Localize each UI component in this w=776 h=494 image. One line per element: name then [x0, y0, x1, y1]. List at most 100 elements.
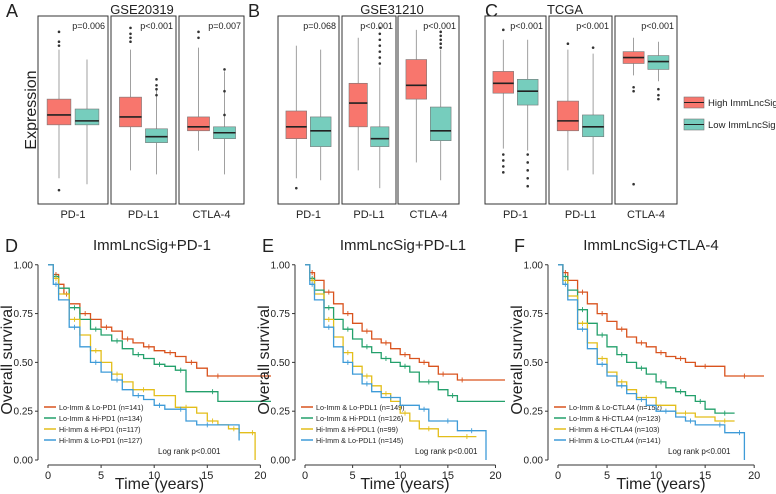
outlier-point — [566, 42, 570, 46]
y-tick-label: 0.75 — [271, 309, 291, 320]
x-axis-label: Time (years) — [115, 476, 204, 493]
outlier-point — [223, 68, 226, 71]
outlier-point — [526, 169, 529, 172]
outlier-point — [223, 113, 226, 117]
panel-letter: F — [514, 236, 525, 256]
km-legend-label: Hi-Imm & Lo-PDL1 (n=145) — [316, 436, 403, 445]
category-label: CTLA-4 — [193, 209, 231, 221]
km-legend-label: Hi-Imm & Hi-PDL1 (n=99) — [316, 425, 398, 434]
box-iqr — [187, 116, 210, 132]
outlier-point — [526, 153, 529, 156]
category-label: PD-L1 — [565, 209, 596, 221]
box-high — [285, 45, 307, 190]
boxplot-panel-b: B GSE31210 PD-1 p=0.068 PD-L1 p<0.001 CTLA-4 p<… — [248, 1, 460, 221]
log-rank-annotation: Log rank p<0.001 — [415, 447, 478, 456]
survival-curve-red — [305, 264, 505, 381]
p-value: p<0.001 — [360, 21, 393, 31]
km-legend-label: Lo-Imm & Hi-PD1 (n=134) — [59, 414, 142, 423]
box-high — [492, 28, 514, 174]
outlier-point — [591, 46, 595, 49]
panel-title: ImmLncSig+CTLA-4 — [583, 237, 718, 254]
x-tick-label: 0 — [302, 470, 308, 482]
box-high — [556, 42, 579, 171]
km-legend-label: Hi-Imm & Hi-CTLA4 (n=103) — [569, 425, 659, 434]
outlier-point — [129, 26, 132, 30]
x-tick-label: 5 — [98, 470, 104, 482]
y-tick-label: 0.25 — [14, 407, 34, 418]
outlier-point — [657, 97, 660, 101]
y-tick-label: 0.25 — [524, 407, 544, 418]
x-axis-label: Time (years) — [360, 476, 449, 493]
outlier-point — [526, 176, 529, 180]
p-value: p<0.001 — [576, 21, 609, 31]
y-tick-label: 1.00 — [14, 260, 34, 271]
km-panel-d: D ImmLncSig+PD-1 Overall survival Time (yea… — [0, 236, 271, 493]
km-legend-label: Lo-Imm & Lo-CTLA4 (n=152) — [569, 403, 662, 412]
outlier-point — [502, 171, 505, 174]
x-tick-label: 20 — [489, 470, 501, 482]
box-high — [119, 26, 142, 171]
y-tick-label: 0.00 — [524, 456, 544, 467]
outlier-point — [378, 38, 382, 42]
legend-label-high: High ImmLncSig — [708, 98, 776, 109]
boxplot-panel-c: C TCGAPD-1p<0.001PD-L1p<0.001CTLA-4p<0.00… — [484, 1, 678, 221]
log-rank-annotation: Log rank p<0.001 — [668, 447, 731, 456]
box-high — [348, 37, 368, 171]
x-tick-label: 15 — [699, 470, 711, 482]
box-iqr — [285, 110, 307, 139]
panel-letter: A — [6, 1, 18, 21]
survival-curve-blue — [305, 264, 487, 460]
y-tick-label: 0.00 — [271, 456, 291, 467]
x-tick-label: 5 — [350, 470, 356, 482]
outlier-point — [657, 93, 660, 97]
survival-curve-green — [558, 264, 735, 414]
category-label: PD-1 — [60, 209, 85, 221]
category-label: CTLA-4 — [410, 209, 448, 221]
panel-letter: E — [262, 236, 274, 256]
outlier-point — [57, 30, 61, 34]
outlier-point — [378, 62, 382, 65]
y-tick-label: 0.00 — [14, 456, 34, 467]
outlier-point — [502, 165, 505, 168]
panel-title: GSE20319 — [110, 2, 174, 17]
y-tick-label: 1.00 — [524, 260, 544, 271]
outlier-point — [632, 85, 635, 89]
outlier-point — [502, 153, 505, 156]
outlier-point — [378, 32, 382, 36]
p-value: p<0.001 — [423, 21, 456, 31]
x-tick-label: 20 — [748, 470, 760, 482]
panel-letter: D — [5, 236, 18, 256]
y-tick-label: 0.75 — [14, 309, 34, 320]
p-value: p=0.007 — [208, 21, 241, 31]
outlier-point — [57, 44, 61, 47]
box-low — [213, 68, 236, 175]
outlier-point — [378, 50, 382, 53]
subpanel-frame — [614, 15, 678, 205]
box-low — [145, 78, 168, 175]
y-tick-label: 0.25 — [271, 407, 291, 418]
subpanel-frame — [484, 15, 547, 205]
box-iqr — [46, 98, 72, 126]
survival-curve-blue — [48, 264, 240, 441]
box-iqr — [582, 114, 605, 138]
km-legend-label: Lo-Imm & Lo-PD1 (n=141) — [59, 403, 144, 412]
box-high — [622, 37, 645, 186]
subpanel-frame — [277, 15, 340, 205]
outlier-point — [155, 87, 158, 91]
outlier-point — [129, 40, 132, 44]
outlier-point — [129, 36, 132, 40]
box-legend: High ImmLncSig Low ImmLncSig — [683, 96, 776, 131]
km-legend-label: Lo-Imm & Hi-PDL1 (n=126) — [316, 414, 403, 423]
box-low — [310, 49, 332, 181]
y-tick-label: 0.50 — [14, 358, 34, 369]
box-iqr — [492, 71, 514, 94]
box-iqr — [119, 96, 142, 128]
survival-curve-green — [305, 264, 505, 403]
outlier-point — [197, 36, 200, 40]
x-tick-label: 10 — [650, 470, 662, 482]
box-iqr — [74, 108, 100, 126]
p-value: p<0.001 — [140, 21, 173, 31]
y-axis-label: Expression — [23, 70, 40, 149]
box-iqr — [430, 106, 452, 141]
outlier-point — [57, 40, 61, 44]
